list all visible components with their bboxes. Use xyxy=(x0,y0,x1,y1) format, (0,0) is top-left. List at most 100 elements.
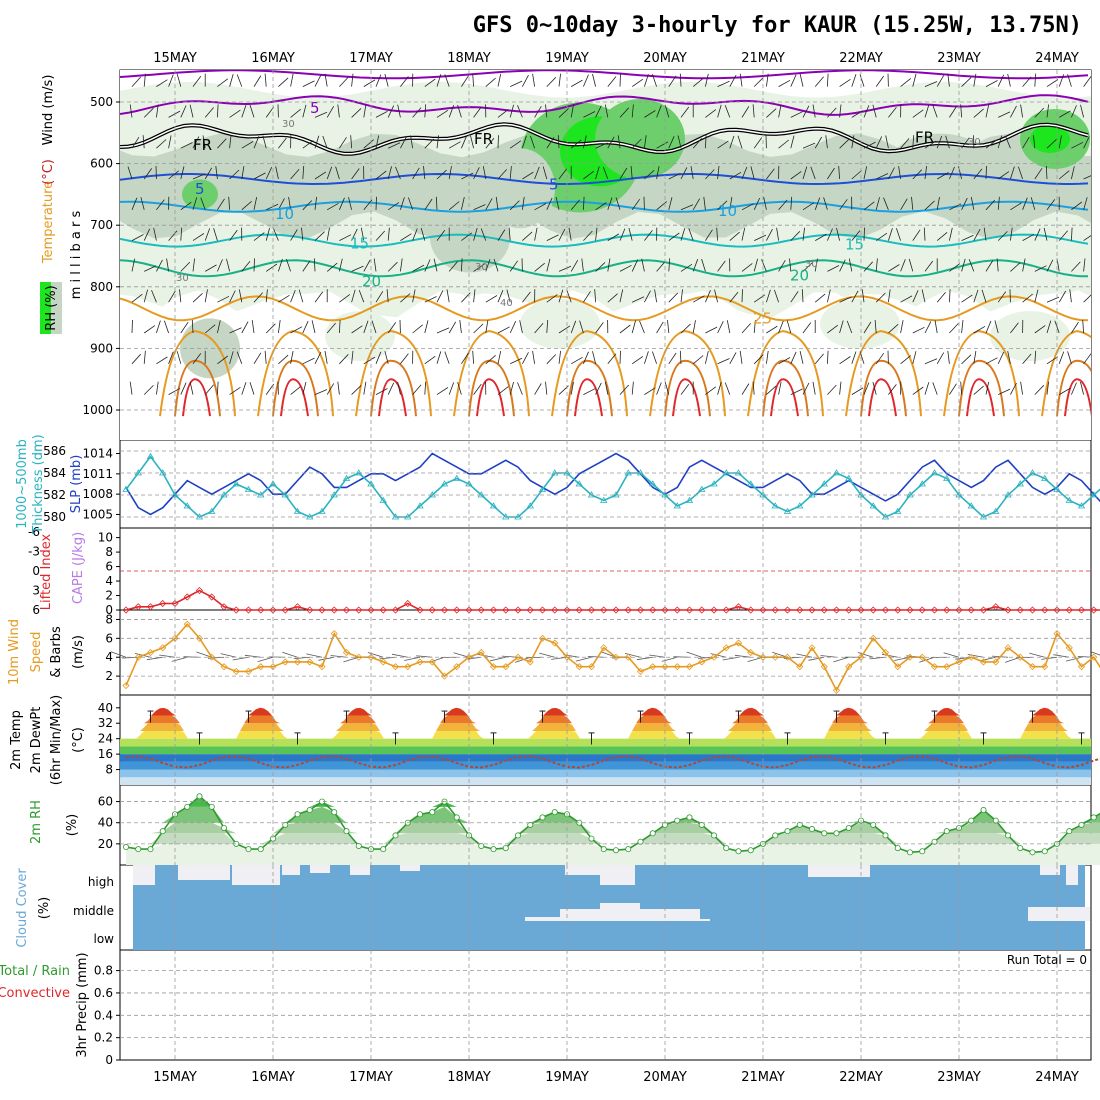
wind-barb xyxy=(705,351,709,364)
wind-barb xyxy=(435,196,438,210)
cloud-gap-mid xyxy=(640,909,700,921)
wind-barb xyxy=(729,291,739,303)
ytick-thickness: 584 xyxy=(43,466,66,480)
wind-barb xyxy=(607,76,617,87)
temp-contour-30 xyxy=(257,330,334,417)
wind-barb xyxy=(1083,294,1091,303)
wind-barb xyxy=(949,106,957,118)
wind-barb xyxy=(363,199,373,211)
wind-barb xyxy=(1034,289,1039,303)
rh-line-marker xyxy=(870,821,877,828)
rh-line-marker xyxy=(588,835,595,842)
thickness-line-marker xyxy=(698,485,706,492)
thickness-line-marker xyxy=(979,513,988,520)
thickness-line-marker xyxy=(453,474,461,481)
wind-barb xyxy=(997,231,1008,241)
lifted-index-line-marker xyxy=(734,603,743,611)
wind-barb xyxy=(176,73,182,87)
wind-barb xyxy=(326,383,335,395)
ytick-slp: 1008 xyxy=(82,487,113,501)
wind-barb xyxy=(863,382,870,395)
wind-barb xyxy=(776,227,779,241)
wind-barb xyxy=(1067,74,1072,87)
wind-barb xyxy=(142,135,145,149)
thickness-line-marker xyxy=(710,480,718,487)
rh-line-marker xyxy=(539,814,546,821)
wind-barb xyxy=(217,78,229,87)
label-temp-10: 10 xyxy=(718,202,737,220)
wind-barb xyxy=(1096,325,1100,334)
wind-speed-line-marker xyxy=(869,634,877,642)
wind-speed-line-marker xyxy=(306,658,314,666)
ytick-temp: 8 xyxy=(105,763,113,777)
lifted-index-line-marker xyxy=(967,606,975,614)
wind-barb xyxy=(888,289,891,303)
wind-speed-line-marker xyxy=(587,663,596,671)
rh-line-marker xyxy=(1078,821,1085,828)
wind-barb xyxy=(339,354,349,365)
temp-contour-30 xyxy=(159,330,236,417)
wind-barb xyxy=(229,135,232,149)
temp-shading xyxy=(120,707,1091,785)
wind-barb xyxy=(851,230,861,241)
wind-barb xyxy=(228,196,230,210)
wind-barb xyxy=(290,229,298,241)
wind-barb xyxy=(705,109,717,118)
label-cloud-unit: (%) xyxy=(37,897,52,920)
lifted-index-line-marker xyxy=(159,599,167,608)
wind-barb xyxy=(302,80,315,87)
lifted-index-line-marker xyxy=(612,606,620,614)
lifted-index-line-marker xyxy=(1016,606,1024,614)
wind-barb xyxy=(827,289,831,303)
wind-speed-line-marker xyxy=(1090,653,1098,661)
wind-barb xyxy=(766,385,777,395)
wind-barb xyxy=(729,231,740,241)
thickness-line-marker xyxy=(1016,480,1024,487)
thickness-line-marker xyxy=(379,496,387,503)
wind-barb xyxy=(717,200,728,211)
wind-barb xyxy=(595,227,598,241)
thickness-line-marker xyxy=(600,496,608,503)
wind-barb xyxy=(717,166,720,180)
wind-barb xyxy=(750,166,755,180)
wind-barb xyxy=(741,227,746,241)
wind-speed-line-marker xyxy=(293,658,302,666)
panel-labels: m i l l i b a r sRH (%)Temperature(°C)Wi… xyxy=(0,75,90,1058)
date-label-bottom: 18MAY xyxy=(447,1070,491,1085)
thickness-line-marker xyxy=(220,491,228,498)
rh-line-marker xyxy=(1090,814,1097,821)
wind-barb xyxy=(717,80,730,87)
wind-barb xyxy=(912,229,921,241)
rh-line-marker xyxy=(294,811,301,818)
rh-line-marker xyxy=(992,817,999,824)
wind-barb xyxy=(131,197,138,210)
wind-barb xyxy=(737,135,743,149)
wind-barb xyxy=(387,166,392,180)
date-label-top: 19MAY xyxy=(545,51,589,66)
wind-barb xyxy=(888,106,897,118)
wind-speed-line-marker xyxy=(489,663,498,671)
surface-wind-barb xyxy=(282,651,298,658)
cloud-gap-high xyxy=(1066,865,1078,885)
wind-barb xyxy=(827,324,839,334)
wind-barb xyxy=(668,258,671,272)
wind-barb xyxy=(619,350,621,364)
lifted-index-line-marker xyxy=(293,603,302,611)
cloud-gap-high xyxy=(1040,865,1060,875)
label-barbs: & Barbs xyxy=(49,626,64,678)
thickness-line-marker xyxy=(992,507,1000,514)
wind-barb xyxy=(619,324,631,334)
wind-barb xyxy=(823,197,828,210)
surface-wind-barb xyxy=(919,656,935,663)
wind-barb xyxy=(583,196,585,210)
ytick-li: 6 xyxy=(32,603,40,617)
wind-barb xyxy=(286,258,291,272)
wind-barb xyxy=(729,135,735,149)
wind-barb xyxy=(301,227,304,241)
wind-barb xyxy=(839,320,844,334)
wind-barb xyxy=(983,227,987,241)
wind-barb xyxy=(607,353,617,365)
wind-barb xyxy=(339,258,343,272)
rh-patch xyxy=(180,318,240,379)
wind-barb xyxy=(400,136,407,149)
